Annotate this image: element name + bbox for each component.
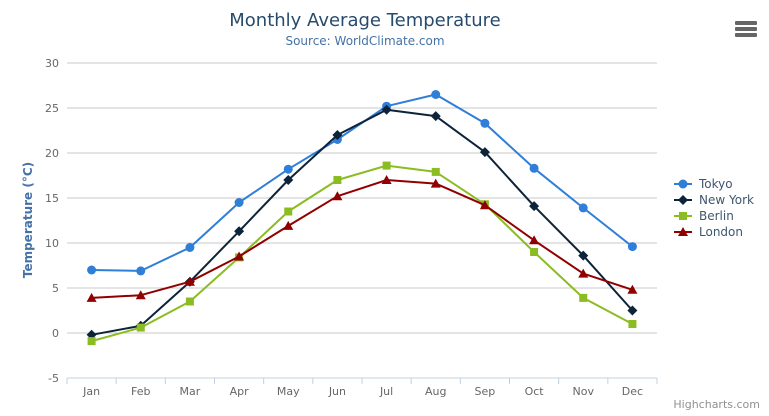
data-point-marker[interactable] bbox=[627, 242, 637, 252]
legend-item-berlin[interactable]: Berlin bbox=[674, 208, 754, 224]
data-point-marker[interactable] bbox=[431, 167, 440, 176]
hamburger-bar bbox=[735, 33, 757, 37]
data-point-marker[interactable] bbox=[579, 293, 588, 302]
data-point-marker[interactable] bbox=[578, 250, 589, 261]
data-point-marker[interactable] bbox=[381, 104, 392, 115]
data-point-marker[interactable] bbox=[578, 203, 588, 213]
data-point-marker[interactable] bbox=[184, 276, 195, 286]
legend-item-new-york[interactable]: New York bbox=[674, 192, 754, 208]
data-point-marker bbox=[678, 227, 688, 236]
legend-marker-triangle-icon bbox=[674, 227, 692, 236]
data-point-marker[interactable] bbox=[430, 178, 441, 188]
y-axis-label: 15 bbox=[45, 192, 59, 205]
data-point-marker[interactable] bbox=[284, 207, 293, 216]
y-axis-label: 10 bbox=[45, 237, 59, 250]
y-axis-label: 30 bbox=[45, 57, 59, 70]
series-line-tokyo bbox=[90, 93, 634, 272]
legend-marker-circle-icon bbox=[674, 179, 692, 189]
data-point-marker[interactable] bbox=[283, 164, 293, 174]
data-point-marker[interactable] bbox=[479, 200, 490, 210]
data-point-marker[interactable] bbox=[283, 175, 294, 185]
legend: Tokyo New York Berlin London bbox=[674, 176, 754, 240]
data-point-marker[interactable] bbox=[332, 130, 343, 140]
data-point-marker[interactable] bbox=[627, 284, 638, 294]
data-point-marker[interactable] bbox=[529, 235, 540, 245]
data-point-marker bbox=[678, 195, 688, 205]
data-point-marker[interactable] bbox=[283, 220, 294, 230]
series-new-york bbox=[86, 104, 638, 340]
hamburger-bar bbox=[735, 27, 757, 31]
data-point-marker[interactable] bbox=[136, 323, 145, 332]
data-point-marker[interactable] bbox=[628, 320, 637, 328]
y-axis-label: -5 bbox=[48, 372, 59, 385]
legend-label: Tokyo bbox=[699, 177, 733, 191]
y-axis-title: Temperature (°C) bbox=[21, 161, 35, 279]
data-point-marker bbox=[678, 179, 688, 189]
data-point-marker[interactable] bbox=[333, 176, 342, 184]
legend-label: Berlin bbox=[699, 209, 734, 223]
x-axis-label: Nov bbox=[573, 385, 595, 398]
x-axis-label: Aug bbox=[425, 385, 446, 398]
data-point-marker[interactable] bbox=[234, 251, 245, 261]
x-axis-label: Jul bbox=[379, 385, 393, 398]
y-axis-label: 5 bbox=[52, 282, 59, 295]
data-point-marker[interactable] bbox=[136, 266, 146, 276]
chart-subtitle: Source: WorldClimate.com bbox=[285, 34, 445, 48]
x-axis-label: Jan bbox=[82, 385, 100, 398]
data-point-marker[interactable] bbox=[627, 305, 638, 316]
x-axis-label: Apr bbox=[230, 385, 250, 398]
data-point-marker[interactable] bbox=[381, 175, 392, 184]
legend-label: London bbox=[699, 225, 743, 239]
data-point-marker[interactable] bbox=[578, 268, 589, 278]
data-point-marker[interactable] bbox=[87, 337, 96, 346]
x-axis-label: Feb bbox=[131, 385, 150, 398]
x-axis-label: Mar bbox=[180, 385, 201, 398]
y-axis-label: 20 bbox=[45, 147, 59, 160]
series-line-berlin bbox=[90, 164, 634, 343]
data-point-marker[interactable] bbox=[234, 226, 245, 237]
data-point-marker[interactable] bbox=[86, 292, 97, 302]
x-axis-label: Oct bbox=[525, 385, 545, 398]
data-point-marker[interactable] bbox=[529, 163, 539, 173]
y-axis-label: 25 bbox=[45, 102, 59, 115]
data-point-marker[interactable] bbox=[430, 111, 441, 122]
data-point-marker[interactable] bbox=[135, 290, 146, 300]
series-london bbox=[86, 175, 638, 302]
hamburger-icon[interactable] bbox=[735, 21, 757, 37]
data-point-marker[interactable] bbox=[530, 248, 539, 256]
data-point-marker[interactable] bbox=[529, 201, 540, 212]
legend-label: New York bbox=[699, 193, 754, 207]
data-point-marker[interactable] bbox=[479, 147, 490, 158]
data-point-marker[interactable] bbox=[332, 191, 343, 201]
hamburger-bar bbox=[735, 21, 757, 25]
x-axis-label: May bbox=[277, 385, 300, 398]
chart-title: Monthly Average Temperature bbox=[229, 10, 501, 31]
legend-marker-square-icon bbox=[674, 212, 692, 220]
data-point-marker[interactable] bbox=[382, 161, 391, 170]
y-axis-label: 0 bbox=[52, 327, 59, 340]
series-line-new-york bbox=[90, 108, 634, 336]
data-point-marker[interactable] bbox=[185, 297, 194, 306]
x-axis-label: Dec bbox=[622, 385, 643, 398]
series-tokyo bbox=[87, 90, 637, 276]
data-point-marker[interactable] bbox=[234, 198, 244, 207]
legend-item-london[interactable]: London bbox=[674, 224, 754, 240]
data-point-marker[interactable] bbox=[431, 90, 441, 99]
legend-item-tokyo[interactable]: Tokyo bbox=[674, 176, 754, 192]
data-point-marker[interactable] bbox=[185, 243, 195, 252]
x-axis-label: Jun bbox=[328, 385, 346, 398]
x-axis-label: Sep bbox=[475, 385, 496, 398]
highcharts-credit[interactable]: Highcharts.com bbox=[673, 398, 760, 411]
legend-marker-diamond-icon bbox=[674, 195, 692, 205]
series-line-london bbox=[90, 179, 634, 299]
data-point-marker[interactable] bbox=[87, 265, 97, 275]
data-point-marker[interactable] bbox=[480, 118, 490, 128]
data-point-marker bbox=[679, 212, 687, 220]
